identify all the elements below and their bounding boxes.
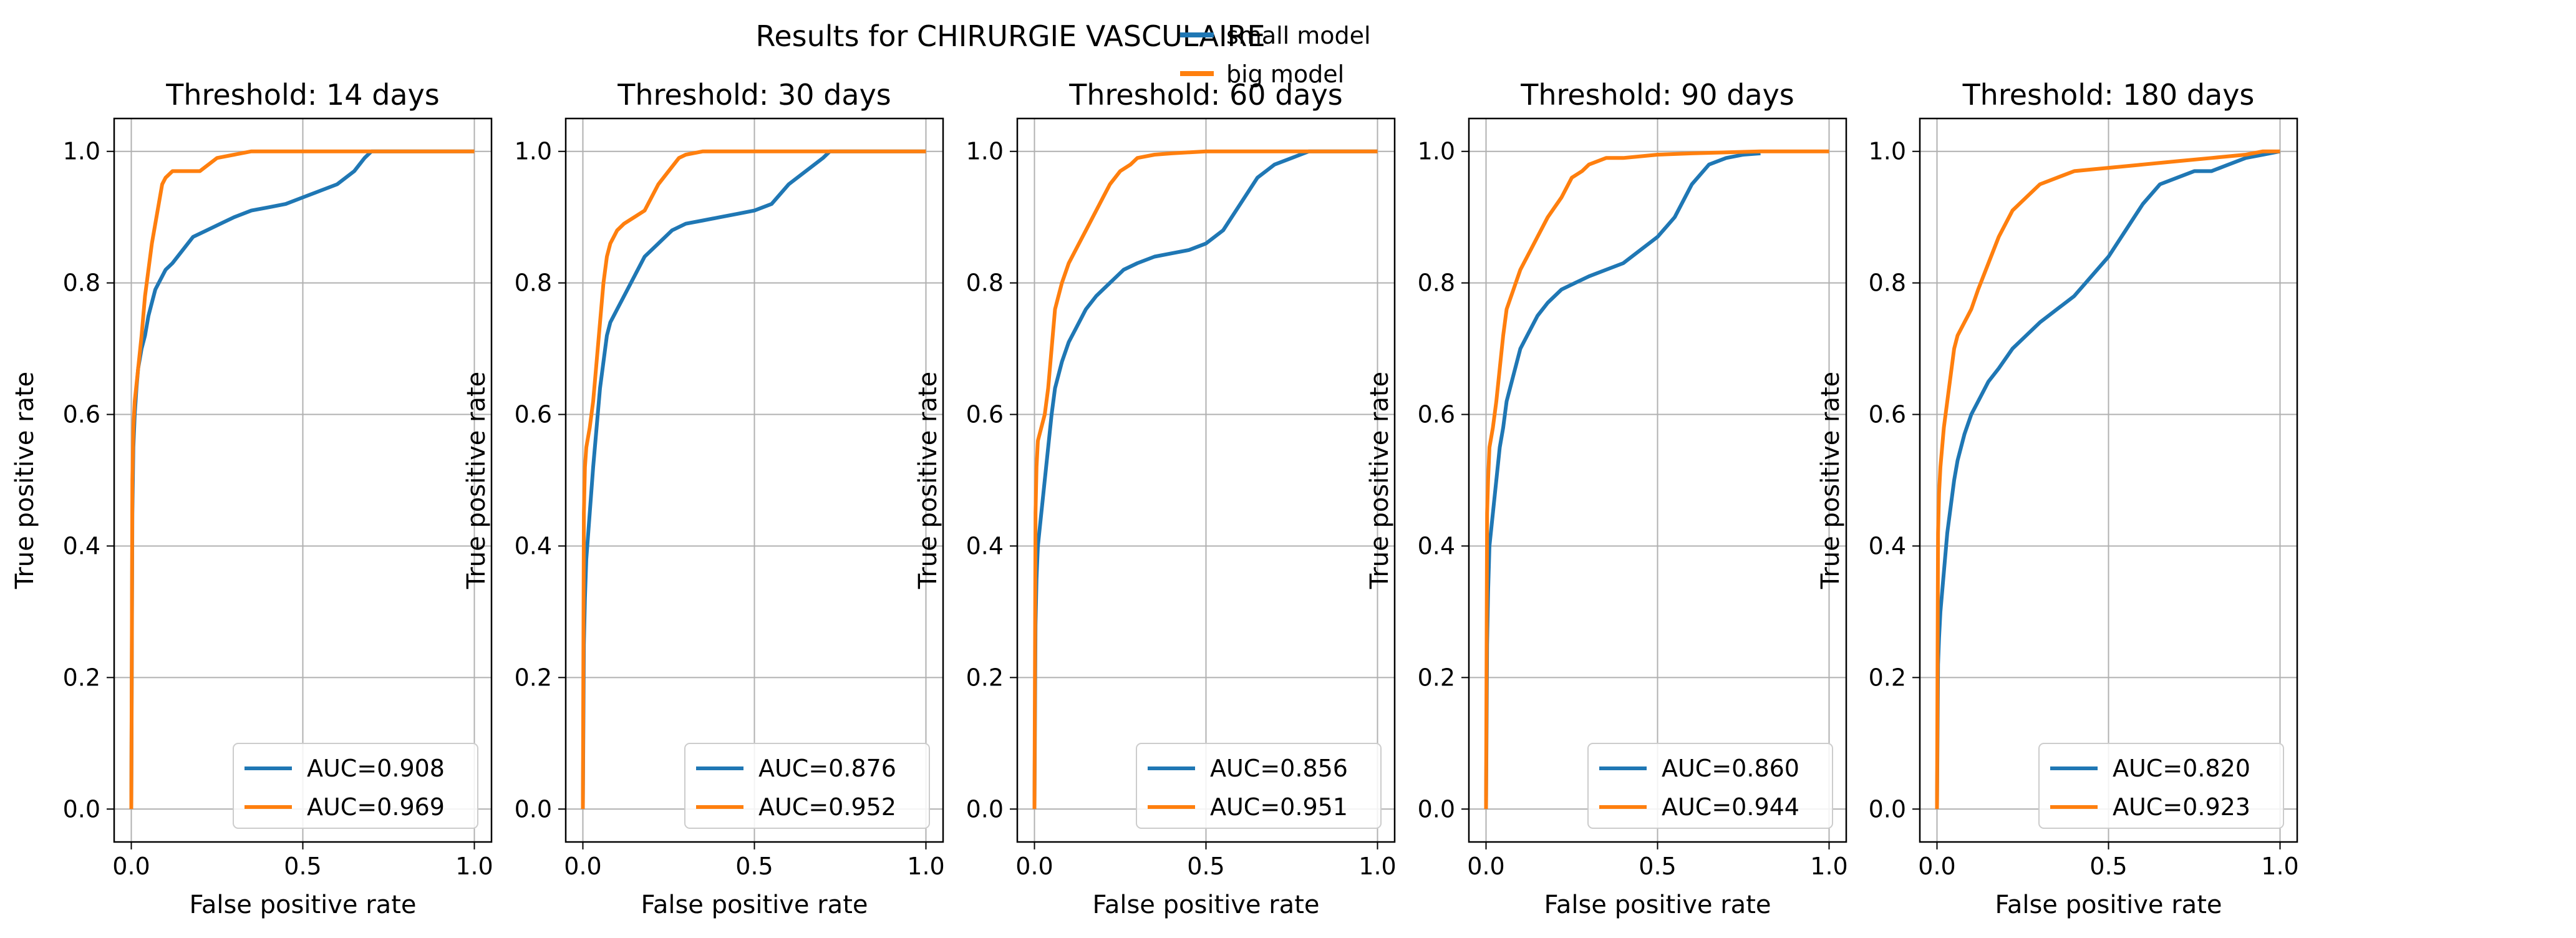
y-axis-label: True positive rate — [11, 372, 39, 590]
series-line-small-model — [1032, 149, 1378, 810]
y-tick-label: 1.0 — [63, 138, 100, 165]
subplot-title: Threshold: 30 days — [617, 78, 891, 112]
x-tick-label: 0.0 — [1015, 853, 1053, 880]
y-tick-label: 0.4 — [63, 532, 100, 559]
x-tick-label: 1.0 — [907, 853, 944, 880]
subplot-legend: AUC=0.860 AUC=0.944 — [1587, 743, 1833, 829]
x-tick-label: 1.0 — [455, 853, 493, 880]
subplot-title: Threshold: 90 days — [1520, 78, 1794, 112]
y-tick-label: 0.8 — [63, 269, 100, 297]
y-tick-label: 0.0 — [966, 795, 1004, 823]
subplot-grid: 0.0 0.5 1.0 0.0 0.2 0.4 0.6 0.8 1.0 Threshold: 14… — [11, 78, 2299, 919]
y-tick-label: 0.2 — [1418, 664, 1455, 691]
x-tick-label: 0.0 — [1467, 853, 1504, 880]
legend-label-big-model: big model — [1226, 60, 1344, 88]
x-tick-label: 1.0 — [1358, 853, 1396, 880]
x-tick-label: 1.0 — [2261, 853, 2298, 880]
legend-box — [1587, 743, 1833, 829]
x-axis-label: False positive rate — [641, 891, 868, 919]
legend-label-small-model: small model — [1226, 22, 1371, 49]
legend-auc-label: AUC=0.820 — [2113, 755, 2250, 782]
x-axis-label: False positive rate — [1544, 891, 1771, 919]
subplot-5: 0.0 0.5 1.0 0.0 0.2 0.4 0.6 0.8 1.0 Threshold: 18… — [1816, 78, 2299, 919]
y-tick-label: 0.4 — [1418, 532, 1455, 559]
y-tick-label: 1.0 — [1869, 138, 1906, 165]
subplot-title: Threshold: 180 days — [1962, 78, 2255, 112]
y-tick-label: 0.6 — [966, 401, 1004, 428]
subplot-legend: AUC=0.908 AUC=0.969 — [233, 743, 478, 829]
legend-auc-label: AUC=0.856 — [1210, 755, 1348, 782]
y-axis-label: True positive rate — [914, 372, 942, 590]
y-tick-label: 0.0 — [63, 795, 100, 823]
subplot-2: 0.0 0.5 1.0 0.0 0.2 0.4 0.6 0.8 1.0 Threshold: 30… — [462, 78, 945, 919]
subplot-1: 0.0 0.5 1.0 0.0 0.2 0.4 0.6 0.8 1.0 Threshold: 14… — [11, 78, 493, 919]
y-tick-label: 0.4 — [515, 532, 552, 559]
x-axis-label: False positive rate — [1093, 891, 1320, 919]
y-tick-label: 0.0 — [515, 795, 552, 823]
series-line-big-model — [1032, 149, 1378, 810]
x-tick-label: 0.5 — [1187, 853, 1224, 880]
legend-box — [1136, 743, 1382, 829]
y-tick-label: 0.4 — [966, 532, 1004, 559]
y-tick-label: 0.6 — [1869, 401, 1906, 428]
legend-auc-label: AUC=0.908 — [307, 755, 445, 782]
legend-auc-label: AUC=0.923 — [2113, 793, 2250, 821]
y-tick-label: 0.2 — [1869, 664, 1906, 691]
legend-box — [233, 743, 478, 829]
y-tick-label: 0.0 — [1418, 795, 1455, 823]
y-axis-label: True positive rate — [1365, 372, 1394, 590]
subplot-title: Threshold: 60 days — [1068, 78, 1343, 112]
y-tick-label: 0.8 — [1418, 269, 1455, 297]
series-line-small-model — [1484, 151, 1761, 810]
figure-legend: small model big model — [1180, 22, 1371, 88]
legend-auc-label: AUC=0.860 — [1662, 755, 1799, 782]
y-tick-label: 0.0 — [1869, 795, 1906, 823]
x-tick-label: 0.5 — [735, 853, 773, 880]
legend-box — [684, 743, 930, 829]
subplot-4: 0.0 0.5 1.0 0.0 0.2 0.4 0.6 0.8 1.0 Threshold: 90… — [1365, 78, 1848, 919]
y-tick-label: 0.8 — [966, 269, 1004, 297]
x-axis-label: False positive rate — [190, 891, 417, 919]
subplot-title: Threshold: 14 days — [165, 78, 440, 112]
series-line-big-model — [1935, 149, 2280, 810]
y-tick-label: 0.8 — [1869, 269, 1906, 297]
legend-auc-label: AUC=0.876 — [758, 755, 896, 782]
y-tick-label: 1.0 — [966, 138, 1004, 165]
y-tick-label: 0.4 — [1869, 532, 1906, 559]
y-axis-label: True positive rate — [1816, 372, 1845, 590]
legend-box — [2038, 743, 2284, 829]
y-axis-label: True positive rate — [462, 372, 491, 590]
subplot-legend: AUC=0.820 AUC=0.923 — [2038, 743, 2284, 829]
y-tick-label: 1.0 — [1418, 138, 1455, 165]
series-line-big-model — [129, 149, 475, 810]
y-tick-label: 0.2 — [966, 664, 1004, 691]
x-tick-label: 0.5 — [1639, 853, 1676, 880]
subplot-3: 0.0 0.5 1.0 0.0 0.2 0.4 0.6 0.8 1.0 Threshold: 60… — [914, 78, 1397, 919]
subplot-legend: AUC=0.856 AUC=0.951 — [1136, 743, 1382, 829]
series-line-big-model — [581, 149, 926, 810]
x-axis-label: False positive rate — [1995, 891, 2222, 919]
series-line-big-model — [1484, 149, 1829, 810]
series-line-small-model — [1935, 149, 2281, 810]
legend-auc-label: AUC=0.944 — [1662, 793, 1799, 821]
x-tick-label: 0.0 — [112, 853, 150, 880]
y-tick-label: 0.8 — [515, 269, 552, 297]
legend-auc-label: AUC=0.952 — [758, 793, 896, 821]
subplot-legend: AUC=0.876 AUC=0.952 — [684, 743, 930, 829]
legend-auc-label: AUC=0.951 — [1210, 793, 1348, 821]
x-tick-label: 0.0 — [1918, 853, 1955, 880]
series-line-small-model — [581, 149, 926, 810]
x-tick-label: 0.5 — [2089, 853, 2127, 880]
x-tick-label: 1.0 — [1810, 853, 1847, 880]
y-tick-label: 1.0 — [515, 138, 552, 165]
y-tick-label: 0.6 — [515, 401, 552, 428]
x-tick-label: 0.0 — [564, 853, 601, 880]
y-tick-label: 0.2 — [63, 664, 100, 691]
y-tick-label: 0.2 — [515, 664, 552, 691]
y-tick-label: 0.6 — [1418, 401, 1455, 428]
y-tick-label: 0.6 — [63, 401, 100, 428]
x-tick-label: 0.5 — [284, 853, 321, 880]
legend-auc-label: AUC=0.969 — [307, 793, 445, 821]
